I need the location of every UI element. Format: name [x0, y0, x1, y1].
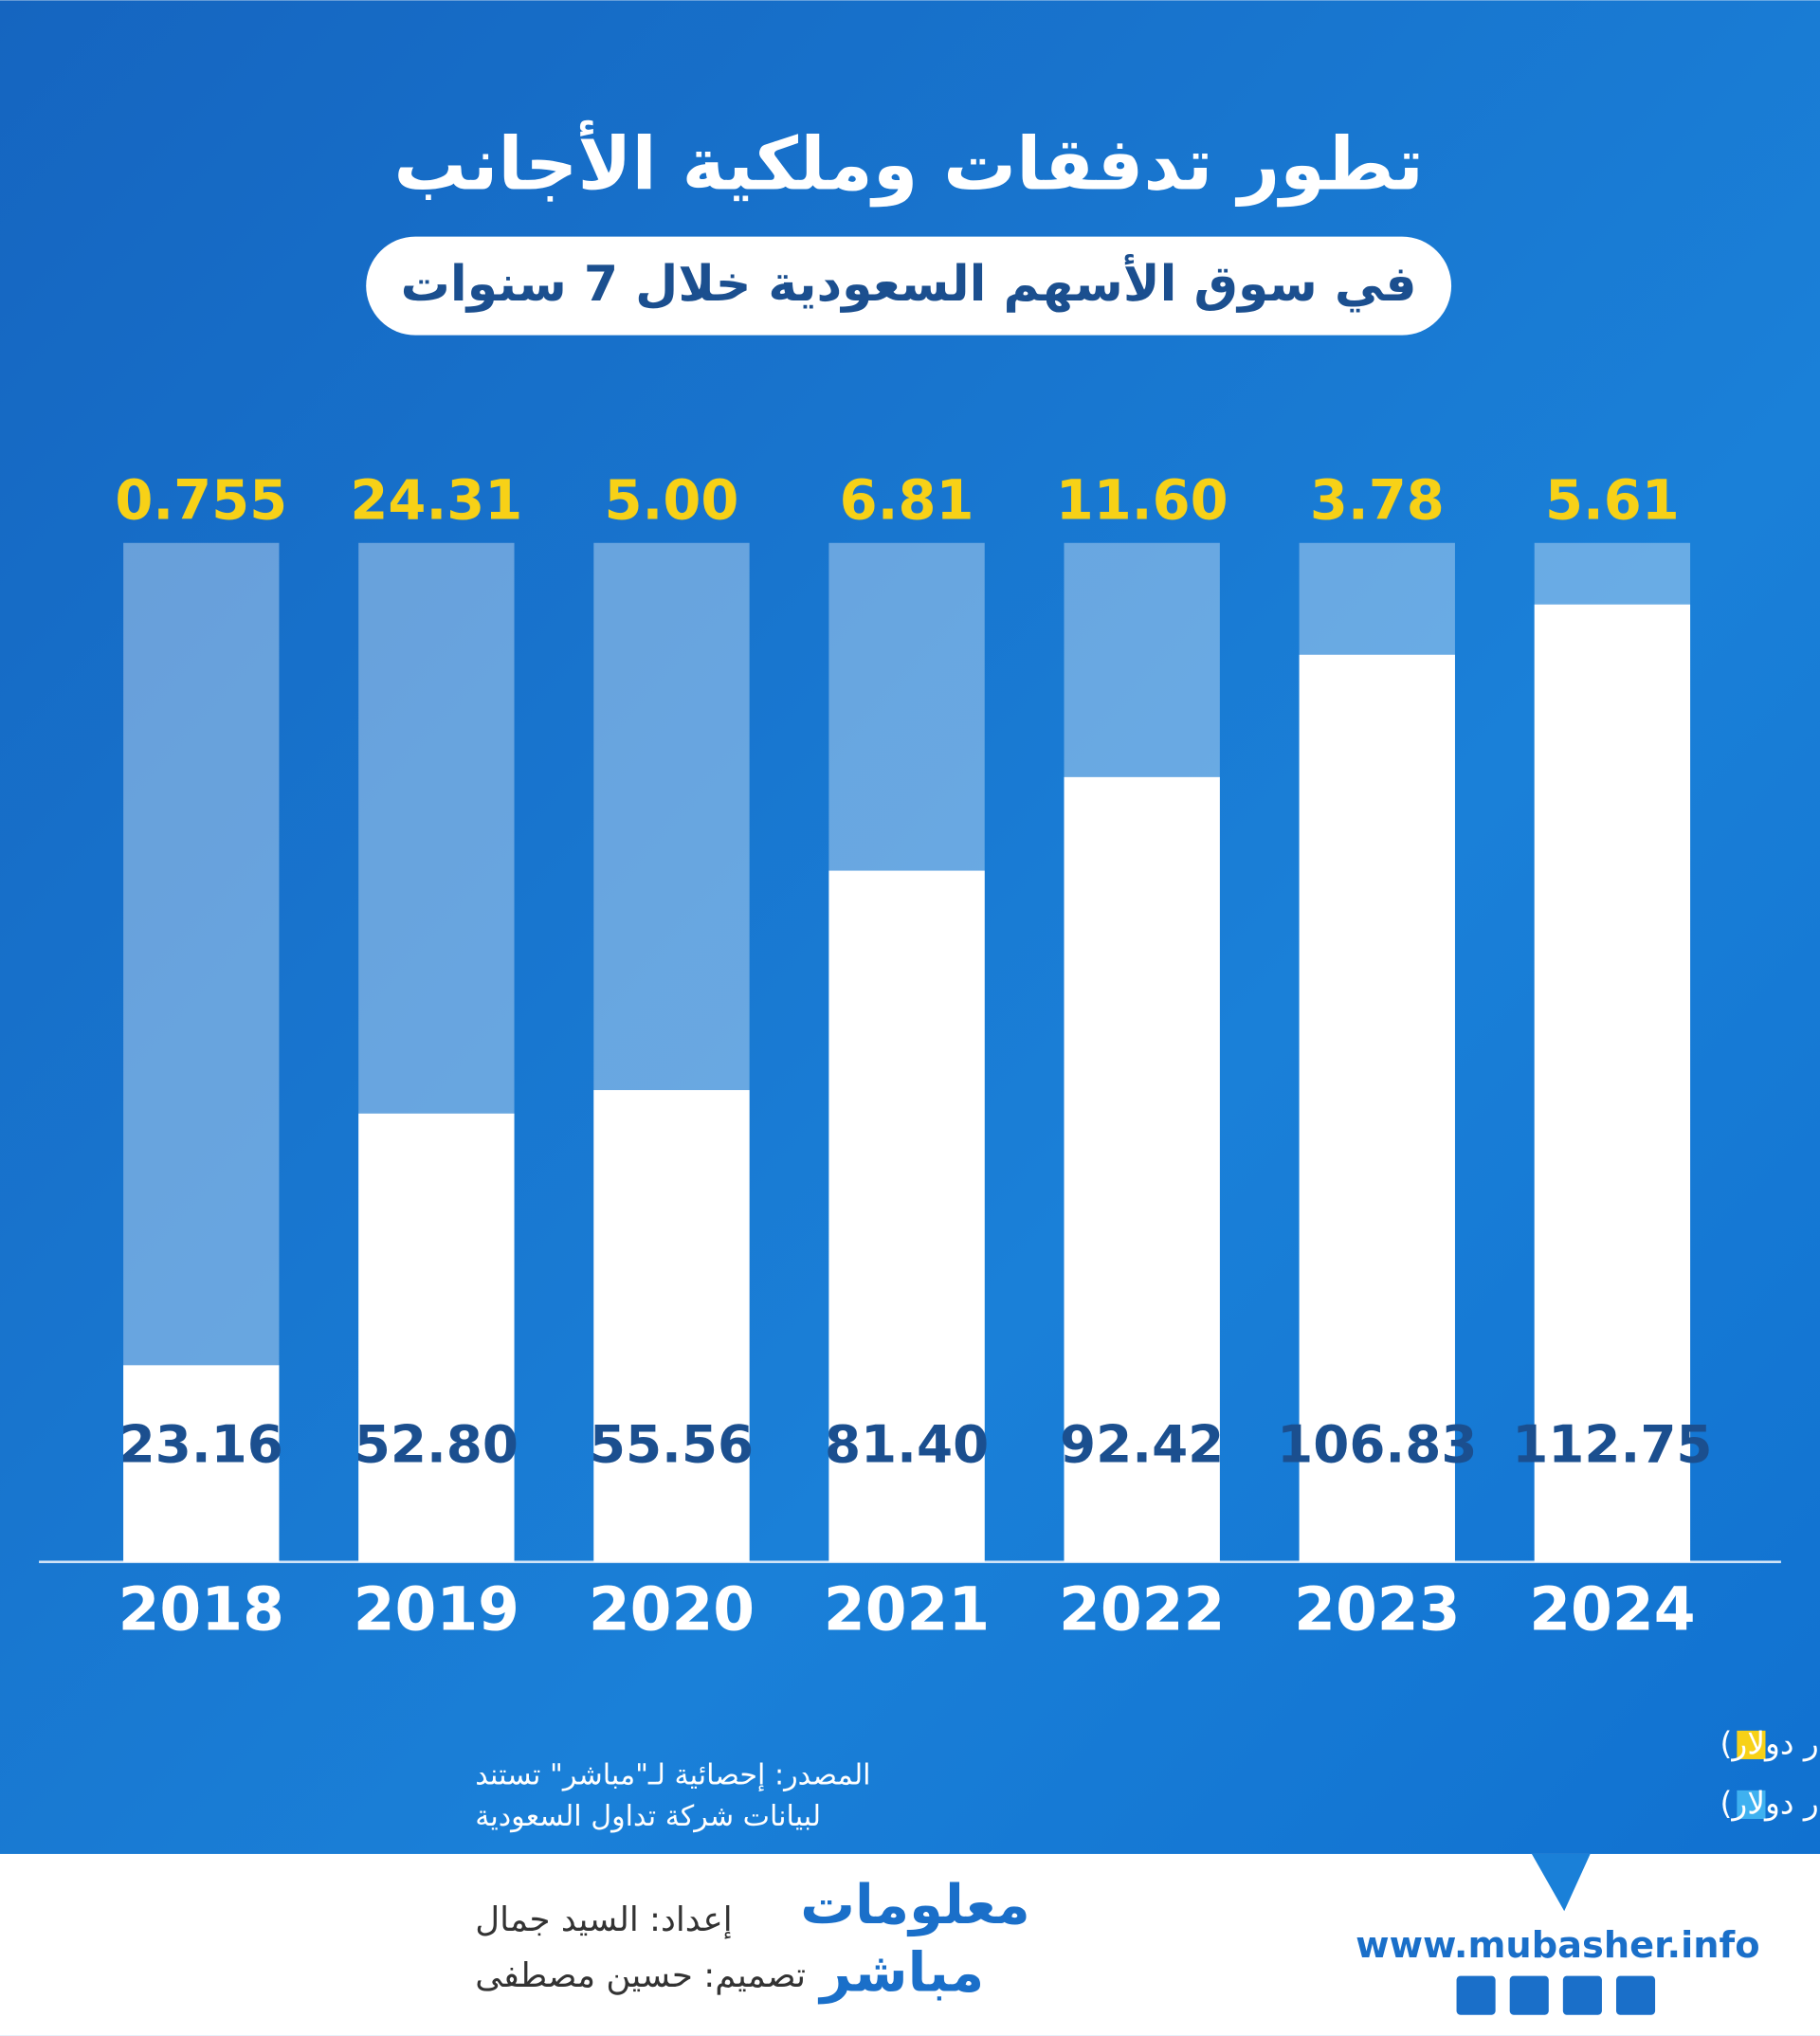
x-tick-label: 2019	[354, 1575, 519, 1645]
flow-value: 11.60	[1056, 468, 1228, 532]
bar	[593, 1090, 750, 1562]
flow-value: 24.31	[350, 468, 522, 532]
credit-text: تصميم: حسين مصطفى	[475, 1956, 806, 1995]
facebook-icon[interactable]	[1456, 1975, 1496, 2015]
bar-value-label: 81.40	[825, 1413, 989, 1474]
flow-value: 5.00	[605, 468, 739, 532]
legend-label: التدفقات (مليار دولار)	[1720, 1724, 1820, 1761]
logo-text: معلومات	[800, 1873, 1030, 1937]
flow-value: 6.81	[840, 468, 974, 532]
x-tick-label: 2021	[824, 1575, 990, 1645]
flow-value: 5.61	[1545, 468, 1680, 532]
bar-value-label: 23.16	[119, 1413, 283, 1474]
legend-swatch	[1737, 1730, 1766, 1759]
footer-tail	[1531, 1853, 1591, 1912]
x-tick-label: 2018	[118, 1575, 284, 1645]
x-tick-label: 2024	[1529, 1575, 1695, 1645]
chart-title: تطور تدفقات وملكية الأجانب	[393, 120, 1423, 207]
source-text: المصدر: إحصائية لـ"مباشر" تستند	[475, 1758, 870, 1791]
flow-value: 3.78	[1310, 468, 1445, 532]
credit-text: إعداد: السيد جمال	[475, 1900, 732, 1939]
chart-subtitle: في سوق الأسهم السعودية خلال 7 سنوات	[401, 253, 1417, 313]
bar-value-label: 92.42	[1060, 1413, 1224, 1474]
bar	[358, 1113, 515, 1562]
source-text: لبيانات شركة تداول السعودية	[475, 1800, 821, 1833]
x-icon[interactable]	[1509, 1975, 1549, 2015]
bar-value-label: 55.56	[590, 1413, 754, 1474]
logo-text: مباشر	[817, 1940, 984, 2004]
bar-value-label: 52.80	[355, 1413, 519, 1474]
legend-label: تطور قيمة الملكية (مليار دولار)	[1720, 1784, 1820, 1821]
bar	[828, 870, 985, 1562]
bar	[1299, 654, 1455, 1562]
bar-value-label: 112.75	[1512, 1413, 1712, 1474]
bar	[1534, 604, 1691, 1562]
social-icons	[1456, 1975, 1656, 2015]
youtube-icon[interactable]	[1615, 1975, 1656, 2015]
url[interactable]: www.mubasher.info	[1356, 1924, 1759, 1967]
x-tick-label: 2023	[1294, 1575, 1460, 1645]
bar-value-label: 106.83	[1277, 1413, 1477, 1474]
flow-value: 0.755	[115, 468, 287, 532]
bar	[1064, 776, 1220, 1562]
subtitle-pill	[366, 236, 1452, 336]
bar	[123, 1365, 280, 1562]
legend-swatch	[1737, 1790, 1766, 1819]
x-tick-label: 2020	[589, 1575, 755, 1645]
instagram-icon[interactable]	[1562, 1975, 1602, 2015]
x-tick-label: 2022	[1059, 1575, 1225, 1645]
